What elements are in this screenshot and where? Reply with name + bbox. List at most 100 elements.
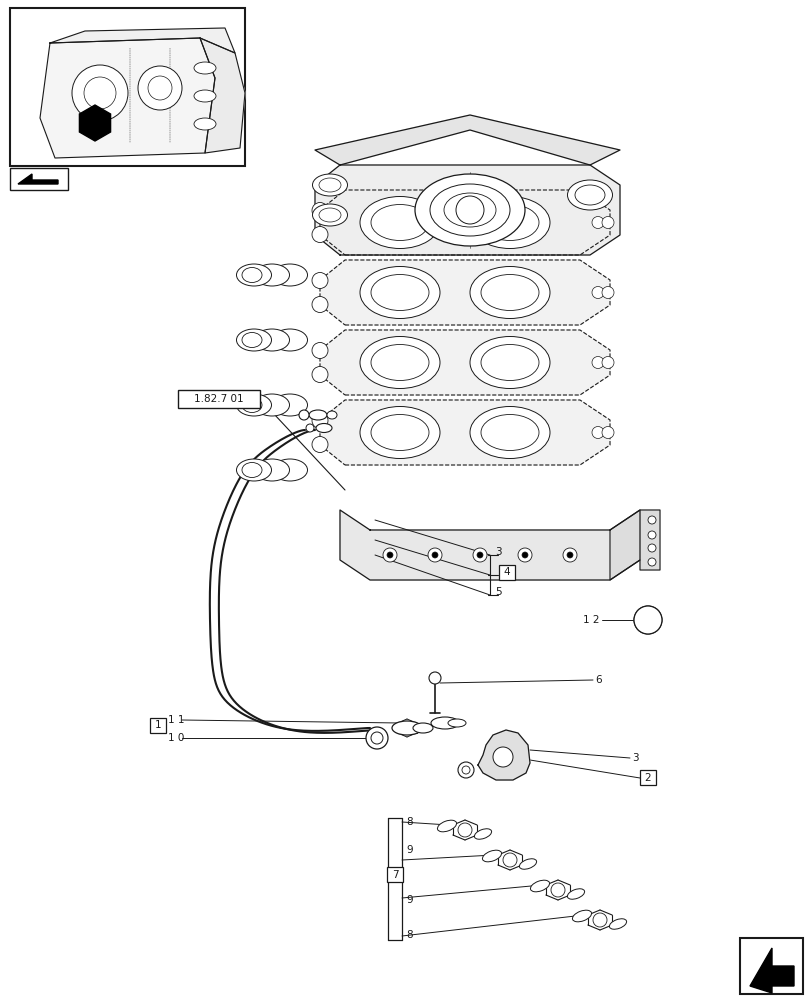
Polygon shape: [320, 190, 609, 255]
Text: 1: 1: [155, 720, 161, 730]
Circle shape: [521, 552, 527, 558]
Ellipse shape: [242, 462, 262, 478]
Ellipse shape: [254, 459, 290, 481]
Circle shape: [427, 548, 441, 562]
Text: 5: 5: [495, 587, 501, 597]
Ellipse shape: [254, 264, 290, 286]
Circle shape: [601, 286, 613, 298]
Ellipse shape: [359, 336, 440, 388]
Circle shape: [148, 76, 172, 100]
Bar: [10, 8, 245, 166]
Circle shape: [601, 426, 613, 438]
Text: 6: 6: [594, 675, 601, 685]
Bar: [150, 718, 165, 732]
Ellipse shape: [272, 459, 307, 481]
Bar: [10, 168, 68, 190]
Ellipse shape: [254, 329, 290, 351]
Text: 9: 9: [406, 845, 412, 855]
Ellipse shape: [480, 344, 539, 380]
Circle shape: [492, 747, 513, 767]
Ellipse shape: [312, 174, 347, 196]
Ellipse shape: [194, 62, 216, 74]
Polygon shape: [200, 38, 245, 153]
Ellipse shape: [309, 410, 327, 420]
Ellipse shape: [474, 829, 491, 839]
Ellipse shape: [444, 193, 496, 227]
Ellipse shape: [359, 266, 440, 318]
Circle shape: [311, 227, 328, 242]
Polygon shape: [315, 115, 620, 165]
Ellipse shape: [242, 332, 262, 348]
Ellipse shape: [371, 274, 428, 310]
Circle shape: [457, 823, 471, 837]
Polygon shape: [320, 400, 609, 465]
Circle shape: [311, 202, 328, 219]
Polygon shape: [609, 510, 659, 580]
Polygon shape: [50, 28, 234, 53]
Bar: [739, 938, 802, 994]
Ellipse shape: [574, 185, 604, 205]
Bar: [639, 770, 655, 785]
Circle shape: [647, 531, 655, 539]
Ellipse shape: [530, 880, 549, 892]
Ellipse shape: [414, 174, 525, 246]
Ellipse shape: [371, 414, 428, 450]
Circle shape: [591, 426, 603, 438]
Circle shape: [566, 552, 573, 558]
Circle shape: [311, 342, 328, 359]
Circle shape: [311, 436, 328, 452]
Ellipse shape: [371, 205, 428, 240]
Polygon shape: [79, 105, 110, 141]
Ellipse shape: [327, 411, 337, 419]
Ellipse shape: [371, 344, 428, 380]
Circle shape: [591, 357, 603, 368]
Circle shape: [601, 357, 613, 368]
Circle shape: [647, 544, 655, 552]
Circle shape: [517, 548, 531, 562]
Text: 4: 4: [503, 567, 509, 577]
Circle shape: [431, 552, 437, 558]
Text: 9: 9: [406, 895, 412, 905]
Circle shape: [366, 727, 388, 749]
Circle shape: [387, 552, 393, 558]
Polygon shape: [478, 730, 530, 780]
Polygon shape: [320, 260, 609, 325]
Circle shape: [502, 853, 517, 867]
Ellipse shape: [437, 820, 456, 832]
Ellipse shape: [480, 414, 539, 450]
Ellipse shape: [236, 264, 271, 286]
Ellipse shape: [242, 397, 262, 412]
Ellipse shape: [392, 721, 422, 735]
Bar: [499, 564, 514, 580]
Ellipse shape: [359, 196, 440, 248]
Ellipse shape: [572, 910, 591, 922]
Text: 1 2: 1 2: [583, 615, 599, 625]
Circle shape: [311, 366, 328, 382]
Bar: [387, 867, 402, 882]
Circle shape: [311, 412, 328, 428]
Circle shape: [601, 217, 613, 229]
Ellipse shape: [319, 208, 341, 222]
Circle shape: [562, 548, 577, 562]
Ellipse shape: [413, 723, 432, 733]
Ellipse shape: [242, 267, 262, 282]
Circle shape: [383, 548, 397, 562]
Ellipse shape: [312, 204, 347, 226]
Ellipse shape: [470, 196, 549, 248]
Ellipse shape: [194, 90, 216, 102]
Ellipse shape: [470, 336, 549, 388]
Ellipse shape: [315, 424, 332, 432]
Ellipse shape: [236, 394, 271, 416]
Circle shape: [591, 286, 603, 298]
Ellipse shape: [254, 394, 290, 416]
Circle shape: [592, 913, 607, 927]
Ellipse shape: [480, 274, 539, 310]
Circle shape: [138, 66, 182, 110]
Polygon shape: [749, 948, 793, 993]
Text: 2: 2: [644, 773, 650, 783]
Text: 3: 3: [495, 547, 501, 557]
Ellipse shape: [359, 406, 440, 458]
Bar: [178, 390, 260, 408]
Circle shape: [591, 217, 603, 229]
Polygon shape: [320, 330, 609, 395]
